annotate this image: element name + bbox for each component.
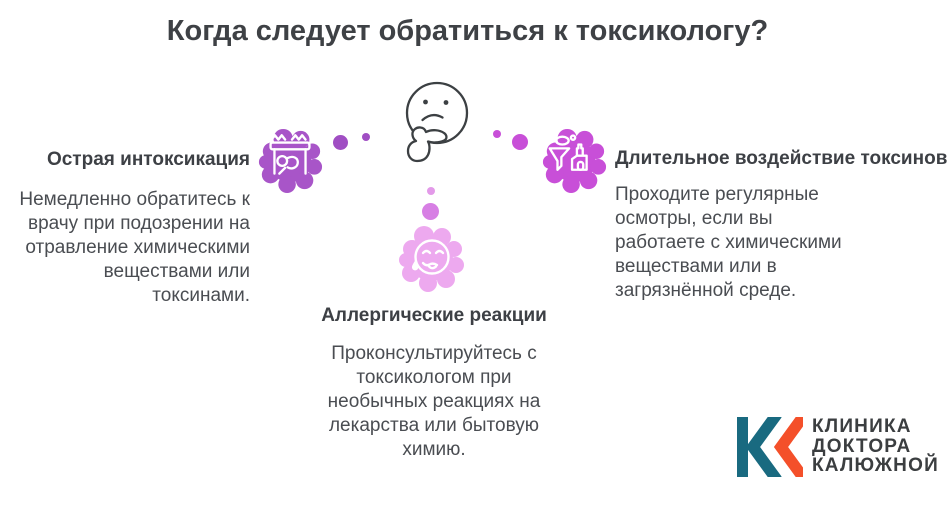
logo-line-2: ДОКТОРА <box>812 435 912 457</box>
allergic-heading: Аллергические реакции <box>321 305 547 326</box>
sweat-drop <box>411 260 419 271</box>
factory-pollution-icon <box>542 128 607 194</box>
section-allergic-reactions: Аллергические реакции Проконсультируйтес… <box>288 305 580 462</box>
thinking-face-icon <box>405 81 469 163</box>
logo-line-3: КАЛЮЖНОЙ <box>812 455 939 476</box>
acute-heading: Острая интоксикация <box>46 149 250 170</box>
blob-shape <box>258 128 323 194</box>
hand-on-chin <box>406 126 448 163</box>
logo-line-1: КЛИНИКА <box>812 416 912 437</box>
page-title: Когда следует обратиться к токсикологу? <box>166 15 769 47</box>
sick-face-icon <box>399 226 464 292</box>
decorative-dot <box>512 134 528 150</box>
acute-body: Немедленно обратитесь к врачу при подозр… <box>19 189 250 306</box>
frown-mouth <box>421 113 444 122</box>
decorative-dot <box>493 130 501 138</box>
poisoned-person-icon <box>258 128 323 194</box>
allergic-body: Проконсультируйтесь с токсикологом при н… <box>327 343 541 460</box>
section-acute-intoxication: Острая интоксикация Немедленно обратитес… <box>5 149 250 308</box>
clinic-logo: КЛИНИКА ДОКТОРА КАЛЮЖНОЙ <box>737 417 939 477</box>
blob-shape <box>542 128 607 194</box>
decorative-dot <box>362 133 370 141</box>
decorative-dot <box>422 203 439 220</box>
logo-text: КЛИНИКА ДОКТОРА КАЛЮЖНОЙ <box>812 417 939 476</box>
section-chronic-exposure: Длительное воздействие токсинов Проходит… <box>615 148 950 303</box>
left-eye-dot <box>423 99 428 105</box>
blob-shape <box>399 226 464 292</box>
decorative-dot <box>427 187 435 195</box>
chronic-body: Проходите регулярные осмотры, если вы ра… <box>615 184 842 301</box>
logo-kk-mark <box>737 417 803 477</box>
decorative-dot <box>333 135 348 150</box>
chronic-heading: Длительное воздействие токсинов <box>615 148 948 169</box>
right-eye-dot <box>443 100 449 105</box>
